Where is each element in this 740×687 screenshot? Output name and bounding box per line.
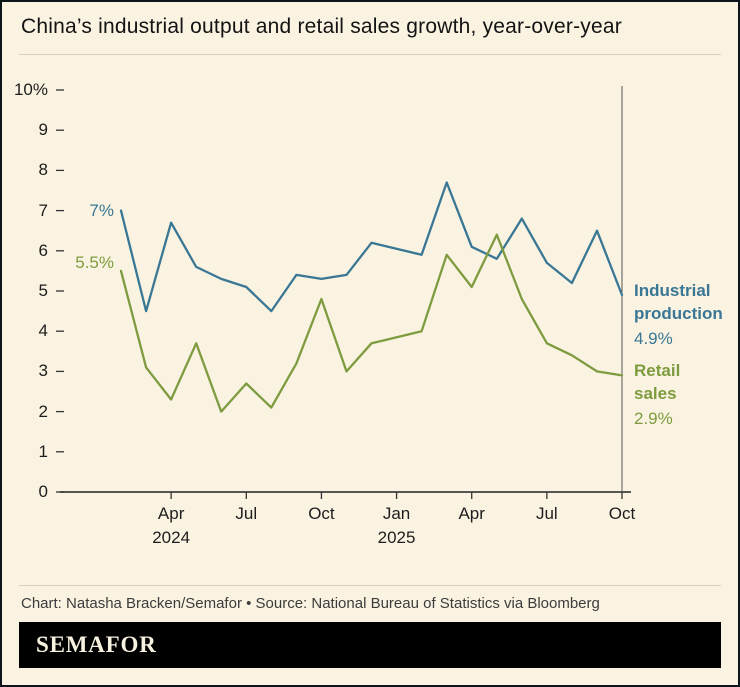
x-axis-label: Oct (608, 504, 636, 523)
series-line-retail (119, 233, 624, 413)
y-axis-label: 7 (38, 200, 48, 220)
retail-series-label: Retail sales 2.9% (634, 359, 734, 429)
industrial-start-value: 7% (89, 201, 114, 220)
x-axis-label: Jul (535, 504, 558, 523)
y-axis-label: 3 (38, 361, 48, 381)
y-axis-label: 8 (38, 160, 48, 180)
chart-title: China’s industrial output and retail sal… (21, 15, 622, 38)
retail-start-value: 5.5% (75, 253, 114, 272)
x-axis-year-label: 2025 (377, 528, 416, 547)
x-axis-label: Jan (382, 504, 411, 523)
credit-line: Chart: Natasha Bracken/Semafor • Source:… (21, 595, 600, 612)
y-axis-label: 1 (38, 441, 48, 461)
x-axis-label: Oct (308, 504, 335, 523)
brand-bar: SEMAFOR (19, 622, 721, 668)
retail-end-value: 2.9% (634, 409, 673, 428)
x-axis-year-label: 2024 (152, 528, 191, 547)
industrial-end-value: 4.9% (634, 329, 673, 348)
x-axis-label: Apr (458, 504, 485, 523)
title-divider (19, 54, 721, 55)
x-axis-label: Jul (235, 504, 258, 523)
y-axis-label: 6 (38, 240, 48, 260)
y-axis-label: 2 (38, 401, 48, 421)
footer-divider (19, 585, 721, 586)
series-line-industrial (119, 181, 624, 313)
retail-series-name: Retail sales (634, 361, 681, 403)
y-axis-label: 0 (38, 482, 48, 501)
semafor-logo: SEMAFOR (36, 632, 157, 657)
x-axis-label: Apr (157, 504, 185, 523)
industrial-series-label: Industrial production 4.9% (634, 279, 734, 349)
industrial-series-name: Industrial production (634, 281, 723, 323)
y-axis-label: 9 (38, 120, 48, 140)
y-axis-label: 10% (13, 80, 48, 99)
y-axis-label: 4 (38, 321, 48, 341)
y-axis-label: 5 (38, 281, 48, 300)
